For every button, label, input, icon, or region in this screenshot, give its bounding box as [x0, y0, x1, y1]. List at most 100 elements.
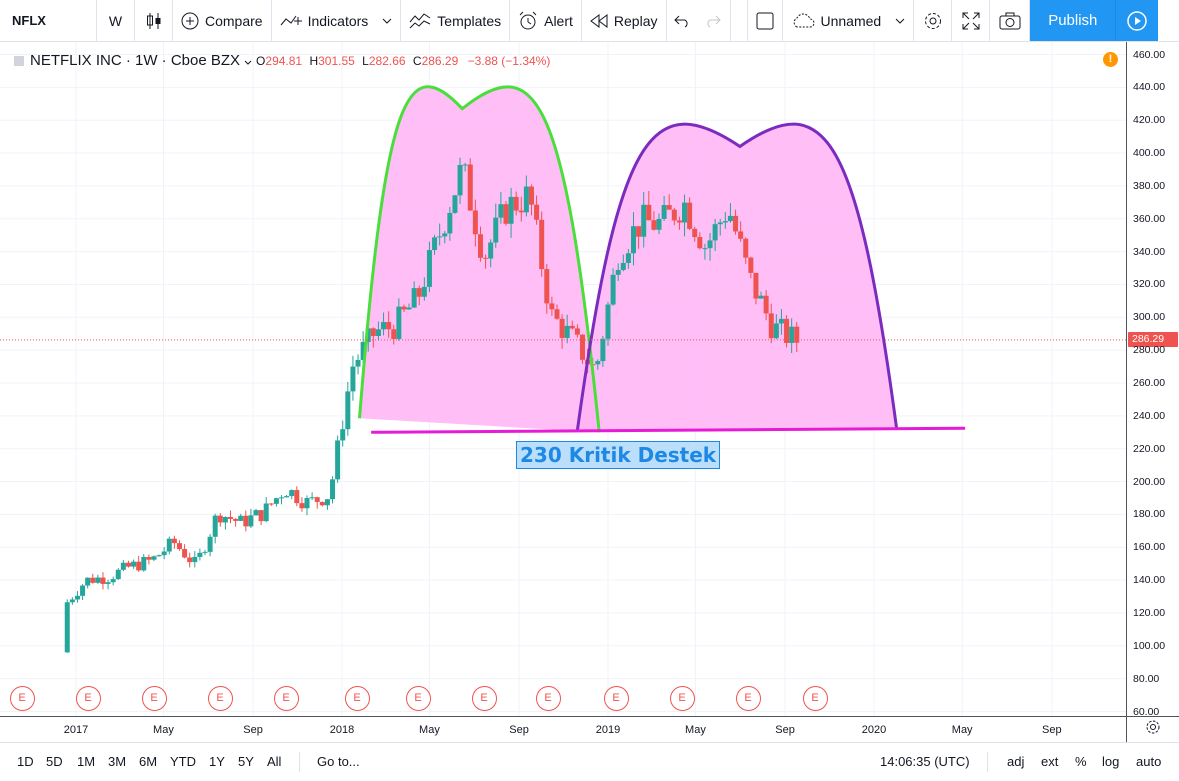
publish-button[interactable]: Publish: [1030, 0, 1117, 41]
candle-body: [692, 228, 698, 238]
candle-body: [682, 202, 688, 223]
candle-body: [432, 237, 438, 251]
support-line[interactable]: [371, 426, 966, 434]
ext-toggle[interactable]: ext: [1041, 754, 1059, 769]
percent-toggle[interactable]: %: [1075, 754, 1087, 769]
price-axis[interactable]: 286.29 460.00 440.00 420.00 400.00 380.00 360…: [1126, 42, 1179, 718]
alert-button[interactable]: Alert: [510, 0, 582, 41]
chart-style-button[interactable]: [135, 0, 173, 41]
price-tick-label: 260.00: [1133, 377, 1166, 389]
compare-label: Compare: [205, 12, 263, 29]
candle-body: [631, 226, 637, 254]
time-tick-label: May: [419, 724, 440, 736]
range-1d[interactable]: 1D: [17, 754, 34, 769]
arc-line[interactable]: [575, 122, 899, 431]
candle-body: [386, 322, 392, 330]
earnings-marker[interactable]: E: [802, 686, 828, 711]
candle-body: [207, 536, 213, 552]
support-annotation[interactable]: 230 Kritik Destek: [516, 441, 721, 469]
candles-icon: [146, 12, 162, 30]
candle-body: [513, 196, 519, 211]
earnings-marker[interactable]: E: [344, 686, 370, 711]
chart-pane[interactable]: [0, 42, 1126, 716]
log-toggle[interactable]: log: [1102, 754, 1120, 769]
symbol-search[interactable]: NFLX: [0, 0, 97, 41]
compare-button[interactable]: Compare: [173, 0, 272, 41]
candle-body: [426, 250, 432, 287]
candle-body: [110, 579, 116, 583]
candle-body: [284, 496, 290, 498]
layout-button[interactable]: Unnamed: [783, 0, 915, 41]
interval-label: W: [108, 12, 123, 29]
candle-body: [161, 551, 167, 556]
candle-body: [661, 205, 667, 219]
candle-body: [493, 217, 499, 243]
candle-body: [131, 561, 137, 567]
price-tick-label: 220.00: [1133, 442, 1166, 455]
play-button[interactable]: [1116, 0, 1159, 41]
earnings-marker[interactable]: E: [735, 686, 761, 711]
candle-body: [702, 248, 708, 250]
range-5y[interactable]: 5Y: [238, 754, 254, 769]
earnings-marker[interactable]: E: [9, 686, 35, 711]
range-6m[interactable]: 6M: [139, 754, 158, 769]
undo-button[interactable]: [667, 0, 697, 41]
adj-toggle[interactable]: adj: [1007, 754, 1025, 769]
symbol-color-icon: [14, 55, 24, 66]
range-1y[interactable]: 1Y: [209, 754, 225, 769]
candle-body: [340, 429, 346, 441]
redo-button[interactable]: [697, 0, 731, 41]
bottom-toolbar: 1D 5D 1M 3M 6M YTD 1Y 5Y All Go to... 14…: [0, 742, 1179, 781]
snapshot-button[interactable]: [990, 0, 1031, 41]
candle-body: [569, 325, 575, 329]
candle-body: [472, 210, 478, 235]
candle-body: [319, 501, 325, 506]
earnings-marker[interactable]: E: [75, 686, 101, 711]
candle-body: [268, 503, 274, 505]
change-value: −3.88 (−1.34%): [467, 53, 551, 68]
earnings-marker[interactable]: E: [669, 686, 695, 711]
clock-time[interactable]: 14:06:35 (UTC): [880, 754, 970, 769]
candle-body: [789, 326, 795, 343]
candle-body: [773, 323, 779, 339]
candle-body: [727, 215, 733, 222]
candle-body: [503, 204, 509, 224]
range-1m[interactable]: 1M: [77, 754, 96, 769]
range-5d[interactable]: 5D: [46, 754, 63, 769]
earnings-marker[interactable]: E: [471, 686, 497, 711]
replay-button[interactable]: Replay: [582, 0, 667, 41]
chevron-down-icon: [244, 52, 252, 69]
earnings-marker[interactable]: E: [273, 686, 299, 711]
range-ytd[interactable]: YTD: [170, 754, 196, 769]
range-all[interactable]: All: [267, 754, 282, 769]
templates-button[interactable]: Templates: [401, 0, 511, 41]
earnings-marker[interactable]: E: [141, 686, 167, 711]
top-toolbar: NFLX W Compare Indicators Templates Aler…: [0, 0, 1179, 42]
scale-settings-button[interactable]: [1126, 716, 1179, 742]
go-to-button[interactable]: Go to...: [317, 754, 360, 769]
candle-body: [355, 359, 361, 367]
earnings-marker[interactable]: E: [603, 686, 629, 711]
price-tick-label: 120.00: [1133, 606, 1166, 619]
undo-icon: [673, 14, 690, 28]
auto-toggle[interactable]: auto: [1136, 754, 1162, 769]
indicators-button[interactable]: Indicators: [272, 0, 402, 41]
candle-body: [559, 318, 565, 338]
candle-body: [733, 215, 739, 232]
earnings-marker[interactable]: E: [207, 686, 233, 711]
candle-body: [253, 510, 259, 516]
range-3m[interactable]: 3M: [108, 754, 127, 769]
candle-body: [324, 499, 330, 506]
warning-icon[interactable]: !: [1103, 52, 1118, 67]
earnings-marker[interactable]: E: [405, 686, 431, 711]
interval-button[interactable]: W: [97, 0, 135, 41]
candle-body: [182, 549, 188, 558]
chevron-down-icon: [382, 18, 392, 24]
indicators-icon: [280, 13, 302, 29]
earnings-marker[interactable]: E: [535, 686, 561, 711]
time-axis[interactable]: 2017 May Sep 2018 May Sep 2019 May Sep 2020 May Sep: [0, 716, 1126, 742]
settings-button[interactable]: [914, 0, 953, 41]
arc-line[interactable]: [357, 85, 601, 433]
fullscreen-toggle-button[interactable]: [746, 0, 783, 41]
fullscreen-button[interactable]: [952, 0, 991, 41]
